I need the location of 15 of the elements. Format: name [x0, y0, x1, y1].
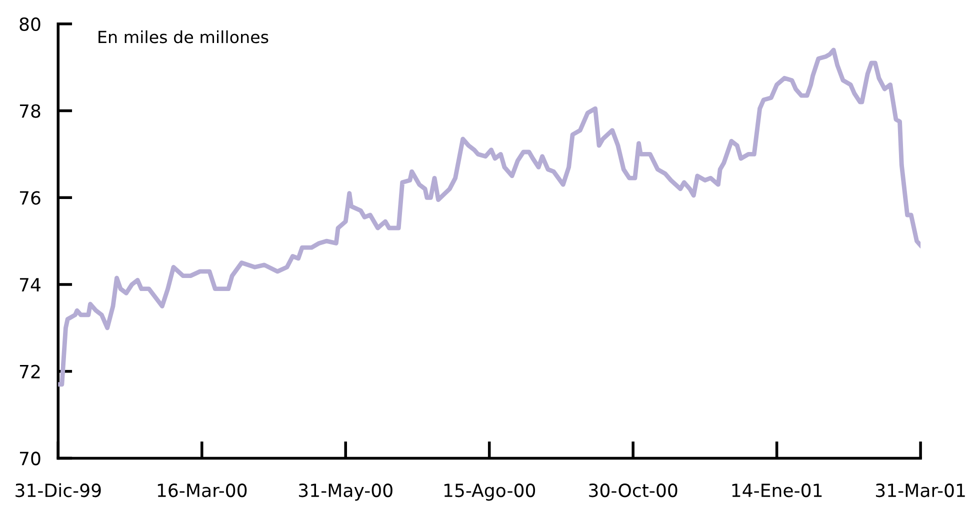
x-tick-label: 16-Mar-00: [158, 484, 247, 498]
y-tick-label: 70: [20, 452, 40, 466]
y-tick-label: 76: [20, 191, 40, 205]
x-tick-label: 31-Dic-99: [16, 483, 101, 498]
y-tick-label: 80: [20, 17, 40, 31]
x-tick-label: 15-Ago-00: [444, 484, 536, 501]
y-tick-label: 72: [20, 364, 40, 378]
x-tick-label: 30-Oct-00: [589, 484, 678, 498]
x-tick-label: 31-Mar-01: [876, 484, 965, 498]
y-tick-label: 78: [20, 104, 40, 118]
y-tick-label: 74: [20, 278, 40, 292]
x-tick-label: 31-May-00: [298, 484, 392, 501]
annotation: En miles de millones: [98, 30, 268, 44]
line-series: [58, 48, 921, 387]
x-tick-label: 14-Ene-01: [732, 484, 822, 498]
